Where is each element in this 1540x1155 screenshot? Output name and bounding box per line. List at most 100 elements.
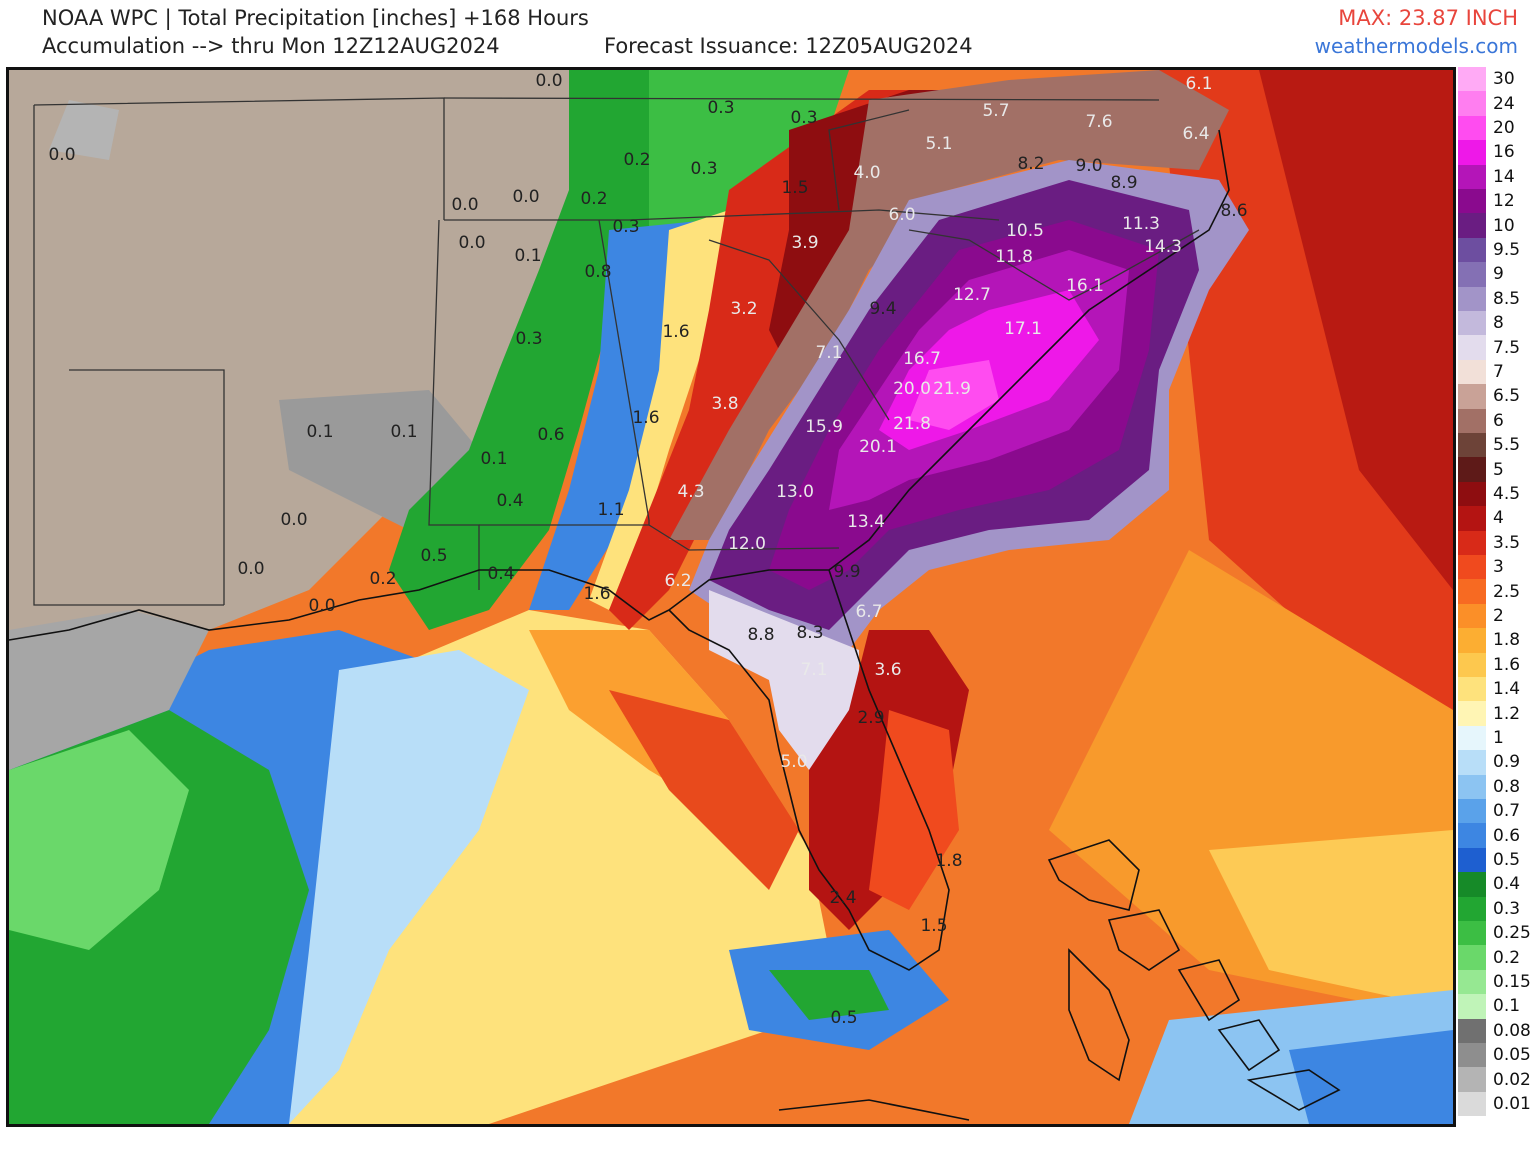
legend-label: 3 (1493, 557, 1504, 578)
precip-value-label: 1.6 (583, 584, 611, 604)
precip-value-label: 1.8 (935, 851, 963, 871)
legend-swatch (1458, 359, 1486, 385)
legend-item: 20 (1458, 115, 1540, 141)
legend-label: 7 (1493, 361, 1504, 382)
legend-swatch (1458, 311, 1486, 336)
field-brightpink-core (909, 360, 999, 430)
legend-item: 3 (1458, 555, 1540, 580)
legend-item: 10 (1458, 213, 1540, 238)
precip-value-label: 2.4 (829, 888, 857, 908)
legend-swatch (1458, 847, 1486, 873)
field-yellow-band (589, 210, 729, 610)
precip-value-label: 7.1 (800, 660, 828, 680)
precip-value-label: 11.8 (995, 247, 1033, 267)
legend-swatch (1458, 408, 1486, 433)
precipitation-map: 6.1 5.7 7.6 6.4 0.0 0.3 0.3 0.0 5.1 8.2 9.0 0.2 0.3 4… (6, 67, 1456, 1127)
field-lightblue-gulf (289, 650, 529, 1124)
precip-value-label: 20.1 (859, 437, 897, 457)
legend-swatch (1458, 701, 1486, 726)
legend-label: 16 (1493, 142, 1515, 163)
legend-item: 0.1 (1458, 994, 1540, 1019)
precip-value-label: 9.0 (1075, 156, 1103, 176)
legend-swatch (1458, 945, 1486, 970)
legend-item: 0.8 (1458, 774, 1540, 799)
legend-item: 12 (1458, 189, 1540, 214)
precip-value-label: 0.4 (496, 491, 524, 511)
legend-label: 1.8 (1493, 630, 1521, 651)
field-gray-coast (9, 610, 209, 770)
legend-swatch (1458, 603, 1486, 629)
legend-label: 3.5 (1493, 532, 1521, 553)
legend-item: 8 (1458, 311, 1540, 336)
legend-label: 0.15 (1493, 971, 1531, 992)
legend-item: 0.9 (1458, 750, 1540, 775)
legend-item: 5.5 (1458, 433, 1540, 458)
precip-value-label: 4.3 (677, 482, 705, 502)
precip-value-label: 16.1 (1066, 276, 1104, 296)
field-redorange-fl (869, 710, 959, 910)
legend-item: 6 (1458, 408, 1540, 433)
precip-value-label: 0.1 (480, 449, 508, 469)
precip-value-label: 0.4 (487, 564, 515, 584)
precip-value-label: 15.9 (805, 417, 843, 437)
legend-swatch (1458, 1067, 1486, 1092)
precip-value-label: 1.6 (662, 322, 690, 342)
legend-item: 9.5 (1458, 237, 1540, 263)
legend-swatch (1458, 628, 1486, 653)
legend-swatch (1458, 506, 1486, 531)
precip-value-label: 6.2 (664, 571, 692, 591)
legend-label: 0.02 (1493, 1069, 1531, 1090)
legend-swatch (1458, 799, 1486, 824)
precip-value-label: 13.0 (776, 482, 814, 502)
legend-label: 0.5 (1493, 849, 1521, 870)
precip-value-label: 0.8 (584, 262, 612, 282)
legend-label: 0.3 (1493, 898, 1521, 919)
legend-label: 1 (1493, 727, 1504, 748)
precip-value-label: 0.3 (612, 217, 640, 237)
precip-value-label: 0.3 (707, 98, 735, 118)
state-boundaries (33, 97, 1200, 606)
legend-swatch (1458, 530, 1486, 555)
precip-value-label: 0.0 (48, 145, 76, 165)
precip-value-label: 14.3 (1144, 237, 1182, 257)
legend-item: 0.5 (1458, 847, 1540, 873)
max-value-label: MAX: 23.87 INCH (1338, 6, 1518, 30)
legend-label: 5.5 (1493, 435, 1521, 456)
precip-value-label: 3.6 (874, 660, 902, 680)
legend-item: 9 (1458, 262, 1540, 287)
precip-value-label: 1.5 (781, 178, 809, 198)
precip-value-label: 0.1 (514, 246, 542, 266)
legend-label: 0.6 (1493, 825, 1521, 846)
precip-value-label: 11.3 (1122, 214, 1160, 234)
legend-item: 0.4 (1458, 872, 1540, 897)
legend-swatch (1458, 481, 1486, 507)
precip-value-label: 0.2 (369, 569, 397, 589)
precip-value-label: 7.6 (1085, 112, 1113, 132)
accumulation-period: Accumulation --> thru Mon 12Z12AUG2024 (42, 34, 500, 58)
precip-value-label: 9.9 (833, 562, 861, 582)
legend-swatch (1458, 91, 1486, 116)
site-credit: weathermodels.com (1314, 34, 1518, 58)
legend-swatch (1458, 140, 1486, 165)
legend-label: 4.5 (1493, 483, 1521, 504)
legend-item: 2 (1458, 603, 1540, 629)
legend-label: 6.5 (1493, 386, 1521, 407)
precip-value-label: 0.3 (515, 329, 543, 349)
field-red-gulf (609, 690, 799, 890)
precip-value-label: 8.3 (796, 623, 824, 643)
legend-item: 7 (1458, 359, 1540, 385)
legend-label: 8 (1493, 313, 1504, 334)
precip-value-label: 0.0 (512, 187, 540, 207)
precip-value-label: 2.9 (857, 708, 885, 728)
precip-value-label: 16.7 (903, 349, 941, 369)
legend-item: 7.5 (1458, 335, 1540, 360)
precip-value-label: 0.2 (580, 189, 608, 209)
precip-value-label: 5.1 (925, 134, 953, 154)
precip-value-label: 20.0 (893, 379, 931, 399)
legend-item: 0.08 (1458, 1018, 1540, 1043)
precip-value-label: 0.2 (623, 150, 651, 170)
precip-value-label: 6.0 (888, 205, 916, 225)
legend-label: 0.9 (1493, 752, 1521, 773)
legend-label: 0.2 (1493, 947, 1521, 968)
field-blue-se2 (1289, 1030, 1453, 1124)
